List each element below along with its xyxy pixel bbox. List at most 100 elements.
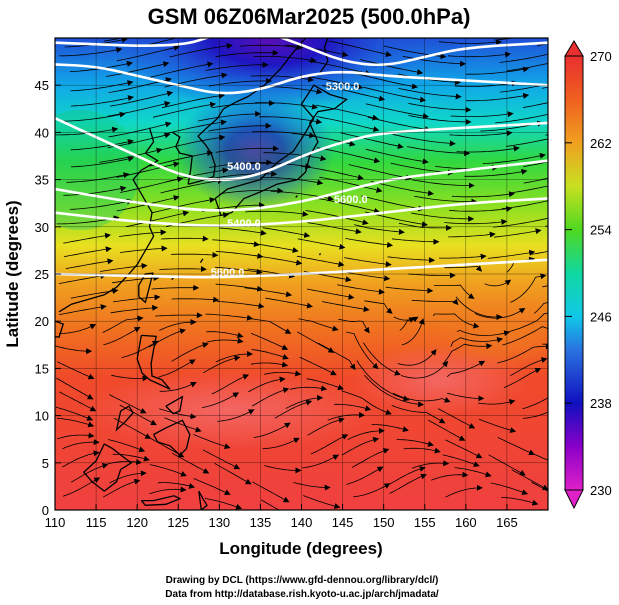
streamline-176 bbox=[254, 255, 303, 266]
streamline-0 bbox=[62, 477, 101, 497]
streamline-326 bbox=[239, 44, 303, 51]
streamline-12 bbox=[109, 470, 147, 484]
warm-band-1 bbox=[80, 370, 380, 450]
streamline-132 bbox=[205, 313, 253, 321]
streamline-146 bbox=[364, 300, 393, 314]
streamline-253 bbox=[365, 148, 429, 165]
y-axis-title: Latitude (degrees) bbox=[3, 200, 22, 347]
streamline-28 bbox=[352, 448, 390, 468]
streamline-319 bbox=[447, 51, 512, 58]
streamline-294 bbox=[321, 85, 386, 102]
streamline-231 bbox=[319, 176, 383, 193]
x-tick-label-135: 135 bbox=[250, 515, 272, 530]
streamline-102 bbox=[299, 356, 337, 376]
streamline-76 bbox=[109, 394, 147, 414]
streamline-9 bbox=[501, 497, 539, 506]
streamline-148 bbox=[455, 296, 503, 321]
streamline-39 bbox=[403, 447, 441, 454]
streamline-288 bbox=[522, 102, 548, 108]
streamline-168 bbox=[408, 272, 456, 279]
colorbar-tick-label-254: 254 bbox=[590, 223, 612, 238]
streamline-287 bbox=[466, 92, 530, 102]
contour-label-3: 5400.0 bbox=[227, 218, 261, 230]
streamline-20 bbox=[490, 482, 529, 495]
colorbar-tick-label-270: 270 bbox=[590, 49, 612, 64]
streamline-51 bbox=[445, 439, 483, 459]
cold-pool-north bbox=[110, 38, 430, 110]
streamline-302 bbox=[150, 61, 214, 78]
streamline-309 bbox=[506, 62, 548, 72]
streamline-58 bbox=[274, 399, 313, 419]
streamline-122 bbox=[206, 331, 244, 339]
streamline-153 bbox=[215, 283, 264, 292]
streamline-285 bbox=[365, 103, 429, 119]
y-tick-label-25: 25 bbox=[35, 267, 49, 282]
streamline-121 bbox=[159, 319, 197, 331]
streamline-91 bbox=[306, 378, 344, 391]
streamline-174 bbox=[170, 252, 219, 258]
streamline-230 bbox=[260, 177, 324, 186]
streamline-241 bbox=[300, 165, 364, 181]
streamline-90 bbox=[263, 370, 302, 377]
y-tick-label-10: 10 bbox=[35, 409, 49, 424]
streamline-313 bbox=[169, 42, 233, 58]
x-tick-label-160: 160 bbox=[455, 515, 477, 530]
streamline-246 bbox=[523, 161, 548, 168]
streamline-129 bbox=[59, 304, 107, 316]
streamline-75 bbox=[58, 391, 97, 412]
streamline-147 bbox=[411, 298, 459, 306]
y-tick-label-35: 35 bbox=[35, 173, 49, 188]
streamline-212 bbox=[411, 212, 475, 222]
streamline-323 bbox=[103, 38, 124, 42]
height-contours bbox=[55, 38, 548, 279]
gridlines bbox=[55, 38, 548, 510]
streamline-99 bbox=[171, 342, 209, 362]
streamline-66 bbox=[159, 408, 197, 420]
streamline-152 bbox=[151, 284, 200, 291]
streamline-14 bbox=[193, 478, 231, 495]
streamline-26 bbox=[264, 465, 302, 474]
streamline-108 bbox=[55, 345, 93, 355]
streamline-286 bbox=[408, 103, 472, 113]
streamline-158 bbox=[433, 284, 475, 299]
streamline-216 bbox=[63, 185, 127, 196]
coastline-2 bbox=[172, 131, 193, 185]
streamline-181 bbox=[487, 249, 536, 259]
colorbar-ticks: 230 238 246 254 262 270 bbox=[565, 49, 612, 498]
streamline-35 bbox=[202, 449, 241, 470]
credit-line-1: Drawing by DCL (https://www.gfd-dennou.o… bbox=[166, 575, 439, 586]
streamline-144 bbox=[265, 297, 313, 309]
streamline-42 bbox=[531, 452, 548, 461]
colorbar-top-arrow bbox=[564, 40, 584, 57]
streamline-22 bbox=[62, 450, 100, 468]
streamline-87 bbox=[111, 374, 149, 382]
streamline-303 bbox=[205, 61, 269, 71]
streamline-250 bbox=[215, 145, 279, 153]
colorbar-tick-label-230: 230 bbox=[590, 483, 612, 498]
streamline-177 bbox=[296, 255, 345, 268]
streamline-295 bbox=[362, 86, 427, 103]
streamline-15 bbox=[252, 481, 290, 503]
streamline-233 bbox=[411, 179, 475, 189]
streamline-57 bbox=[217, 409, 255, 422]
coastline-16 bbox=[199, 258, 204, 264]
warm-bulge-east bbox=[440, 290, 548, 370]
streamline-80 bbox=[289, 385, 328, 392]
streamline-72 bbox=[437, 408, 476, 429]
colorbar-bottom-arrow bbox=[564, 489, 584, 510]
streamline-36 bbox=[262, 437, 300, 450]
streamline-143 bbox=[216, 300, 265, 309]
streamline-163 bbox=[159, 266, 207, 272]
streamline-137 bbox=[432, 313, 480, 329]
streamline-2 bbox=[149, 486, 187, 495]
streamline-199 bbox=[307, 222, 362, 235]
streamline-175 bbox=[215, 251, 264, 259]
streamline-207 bbox=[152, 197, 216, 214]
y-tick-label-5: 5 bbox=[42, 456, 49, 471]
streamline-21 bbox=[531, 481, 548, 492]
streamline-93 bbox=[400, 360, 449, 379]
streamline-283 bbox=[254, 102, 318, 110]
coastline-18 bbox=[295, 195, 298, 198]
streamline-18 bbox=[388, 466, 426, 486]
coastline-14 bbox=[198, 490, 208, 510]
